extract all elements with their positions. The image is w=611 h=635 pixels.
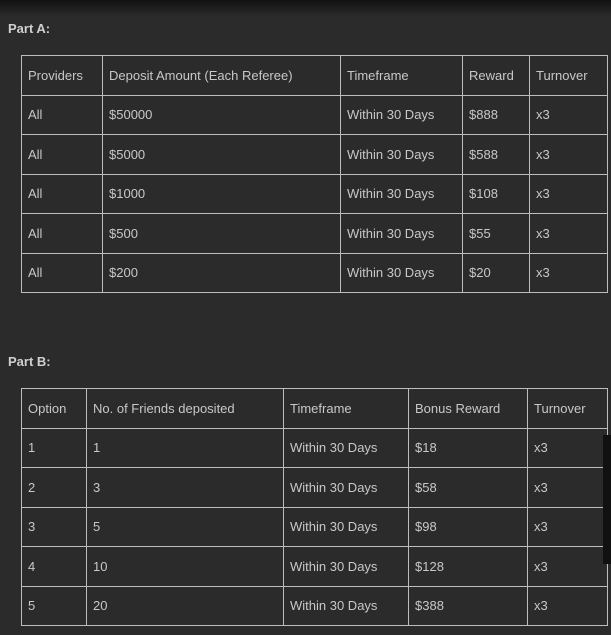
- table-cell: Within 30 Days: [340, 94, 463, 135]
- header-row: Providers Deposit Amount (Each Referee) Ti…: [21, 55, 608, 96]
- table-cell: 20: [86, 585, 284, 626]
- table-cell: $588: [462, 134, 530, 175]
- table-cell: Within 30 Days: [340, 134, 463, 175]
- table-cell: Within 30 Days: [283, 585, 409, 626]
- column-header: Option: [21, 388, 87, 429]
- table-row: All $50000 Within 30 Days $888 x3: [21, 94, 608, 135]
- header-row: Option No. of Friends deposited Timeframe B…: [21, 388, 608, 429]
- table-cell: $200: [102, 252, 341, 293]
- part-b-table: Option No. of Friends deposited Timeframe B…: [21, 388, 608, 626]
- table-row: All $200 Within 30 Days $20 x3: [21, 252, 608, 293]
- table-cell: Within 30 Days: [340, 173, 463, 214]
- table-cell: 1: [86, 427, 284, 468]
- shadow: [603, 499, 611, 564]
- table-cell: x3: [527, 427, 608, 468]
- table-cell: 5: [21, 585, 87, 626]
- table-cell: Within 30 Days: [340, 252, 463, 293]
- table-cell: x3: [529, 134, 608, 175]
- table-cell: All: [21, 213, 103, 254]
- table-cell: x3: [527, 467, 608, 508]
- table-cell: All: [21, 134, 103, 175]
- table-cell: 4: [21, 546, 87, 587]
- table-cell: $58: [408, 467, 528, 508]
- top-bar: [0, 0, 611, 16]
- table-row: All $1000 Within 30 Days $108 x3: [21, 173, 608, 214]
- table-cell: $5000: [102, 134, 341, 175]
- table-cell: 5: [86, 506, 284, 547]
- column-header: No. of Friends deposited: [86, 388, 284, 429]
- table-cell: $388: [408, 585, 528, 626]
- table-cell: $55: [462, 213, 530, 254]
- table-row: 3 5 Within 30 Days $98 x3: [21, 506, 608, 547]
- table-row: 1 1 Within 30 Days $18 x3: [21, 427, 608, 468]
- table-cell: 3: [21, 506, 87, 547]
- column-header: Timeframe: [340, 55, 463, 96]
- table-cell: Within 30 Days: [283, 546, 409, 587]
- column-header: Deposit Amount (Each Referee): [102, 55, 341, 96]
- column-header: Providers: [21, 55, 103, 96]
- table-cell: $98: [408, 506, 528, 547]
- table-row: All $5000 Within 30 Days $588 x3: [21, 134, 608, 175]
- table-row: 2 3 Within 30 Days $58 x3: [21, 467, 608, 508]
- table-cell: $18: [408, 427, 528, 468]
- table-row: All $500 Within 30 Days $55 x3: [21, 213, 608, 254]
- table-cell: x3: [529, 213, 608, 254]
- column-header: Bonus Reward: [408, 388, 528, 429]
- table-cell: 2: [21, 467, 87, 508]
- part-a-table: Providers Deposit Amount (Each Referee) Ti…: [21, 55, 608, 293]
- table-cell: $1000: [102, 173, 341, 214]
- table-cell: All: [21, 252, 103, 293]
- table-row: 4 10 Within 30 Days $128 x3: [21, 546, 608, 587]
- table-cell: x3: [529, 252, 608, 293]
- table-cell: 10: [86, 546, 284, 587]
- table-cell: $500: [102, 213, 341, 254]
- table-cell: x3: [527, 506, 608, 547]
- table-cell: $888: [462, 94, 530, 135]
- table-cell: 3: [86, 467, 284, 508]
- table-cell: x3: [527, 546, 608, 587]
- table-cell: All: [21, 173, 103, 214]
- table-cell: $50000: [102, 94, 341, 135]
- table-cell: x3: [529, 173, 608, 214]
- shadow: [603, 435, 611, 499]
- column-header: Timeframe: [283, 388, 409, 429]
- table-cell: x3: [529, 94, 608, 135]
- column-header: Turnover: [527, 388, 608, 429]
- table-cell: $20: [462, 252, 530, 293]
- table-cell: Within 30 Days: [283, 427, 409, 468]
- column-header: Turnover: [529, 55, 608, 96]
- table-cell: 1: [21, 427, 87, 468]
- table-cell: $108: [462, 173, 530, 214]
- part-a-label: Part A:: [8, 21, 51, 36]
- table-cell: x3: [527, 585, 608, 626]
- table-cell: Within 30 Days: [340, 213, 463, 254]
- table-cell: Within 30 Days: [283, 506, 409, 547]
- table-cell: $128: [408, 546, 528, 587]
- table-cell: All: [21, 94, 103, 135]
- table-cell: Within 30 Days: [283, 467, 409, 508]
- table-row: 5 20 Within 30 Days $388 x3: [21, 585, 608, 626]
- column-header: Reward: [462, 55, 530, 96]
- part-b-label: Part B:: [8, 354, 51, 369]
